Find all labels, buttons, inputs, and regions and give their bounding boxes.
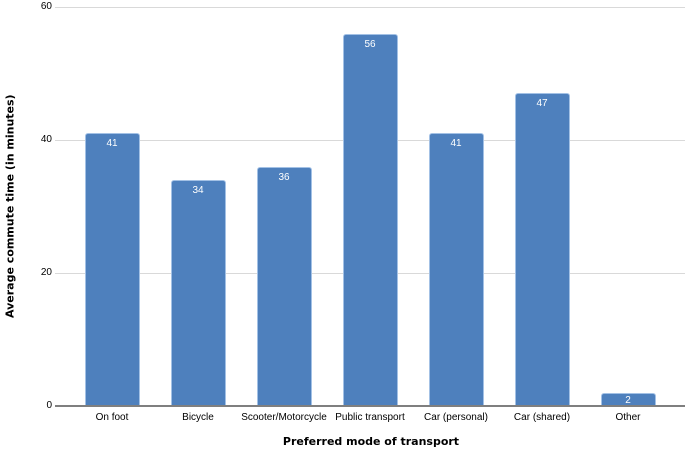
x-tick-label: On foot: [95, 412, 129, 423]
bar-other: 2: [600, 392, 656, 406]
bar-bicycle: 34: [170, 179, 226, 406]
y-tick-label: 20: [40, 267, 52, 278]
bar-public-transport: 56: [342, 33, 398, 406]
x-tick-label: Public transport: [335, 412, 405, 423]
x-tick-label: Scooter/Motorcycle: [241, 412, 327, 423]
y-tick-label: 0: [46, 400, 52, 411]
bar-value-label: 41: [106, 138, 118, 150]
y-tick-label: 60: [40, 1, 52, 12]
y-axis-title: Average commute time (in minutes): [3, 94, 17, 318]
bar-value-label: 56: [364, 38, 376, 50]
bar-value-label: 47: [536, 98, 548, 110]
x-tick-label: Car (shared): [513, 412, 571, 423]
x-tick-label: Other: [615, 412, 641, 423]
x-axis-line: [55, 405, 685, 407]
x-tick-label: Car (personal): [424, 412, 488, 423]
x-axis-title: Preferred mode of transport: [282, 435, 460, 448]
bar-value-label: 34: [192, 184, 204, 196]
bar-value-label: 2: [625, 394, 631, 406]
y-tick-label: 40: [40, 134, 52, 145]
bar-value-label: 36: [278, 171, 290, 183]
bar-value-label: 41: [450, 138, 462, 150]
bar-car-shared-: 47: [514, 93, 570, 406]
bar-car-personal-: 41: [428, 133, 484, 406]
x-tick-label: Bicycle: [182, 412, 214, 423]
bar-scooter-motorcycle: 36: [256, 166, 312, 406]
gridline: [55, 7, 685, 8]
bar-on-foot: 41: [84, 133, 140, 406]
